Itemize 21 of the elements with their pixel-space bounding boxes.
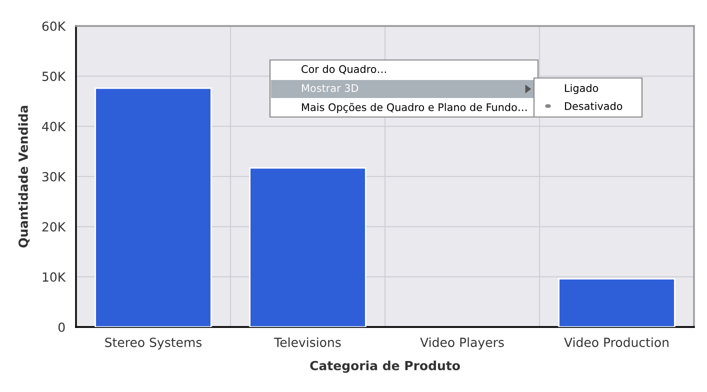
x-axis-title: Categoria de Produto xyxy=(310,360,460,373)
x-tick-label: Video Production xyxy=(564,337,668,348)
y-tick-label: 60K xyxy=(42,21,66,31)
x-tick-label: Televisions xyxy=(274,337,341,348)
annotation: Mostrar 3D xyxy=(302,84,358,92)
annotation: Ligado xyxy=(565,84,598,94)
annotation: Mais Opções de Quadro e Plano de Fundo… xyxy=(302,102,527,114)
bar xyxy=(249,167,366,327)
annotation: Cor do Quadro… xyxy=(302,64,386,74)
y-tick-label: 40K xyxy=(42,122,66,132)
y-tick-label: 50K xyxy=(42,72,66,82)
y-tick-label: 30K xyxy=(42,172,66,182)
x-tick-label: Video Players xyxy=(420,337,504,350)
bar xyxy=(94,88,212,327)
y-tick-label: 20K xyxy=(42,222,66,232)
y-tick-label: 0 xyxy=(58,322,65,332)
y-axis-title: Quantidade Vendida xyxy=(18,106,30,248)
bar xyxy=(558,278,676,327)
annotation: Desativado xyxy=(565,102,622,110)
y-tick-label: 10K xyxy=(42,272,66,282)
x-tick-label: Stereo Systems xyxy=(105,338,202,350)
